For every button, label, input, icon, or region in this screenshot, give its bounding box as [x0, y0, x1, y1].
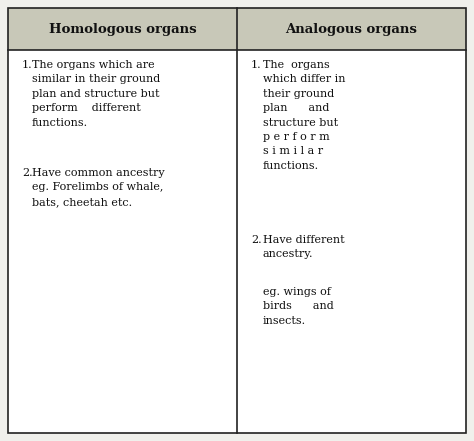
Text: 1.: 1. — [22, 60, 33, 70]
Text: Homologous organs: Homologous organs — [49, 22, 196, 35]
Bar — [8, 8, 237, 50]
Text: 2.: 2. — [22, 168, 33, 178]
Text: The organs which are
similar in their ground
plan and structure but
perform    d: The organs which are similar in their gr… — [32, 60, 160, 127]
Text: The  organs
which differ in
their ground
plan      and
structure but
p e r f o r: The organs which differ in their ground … — [263, 60, 346, 171]
Text: Have different
ancestry.: Have different ancestry. — [263, 235, 345, 259]
Bar — [237, 8, 466, 50]
Text: Analogous organs: Analogous organs — [285, 22, 418, 35]
Text: 1.: 1. — [251, 60, 262, 70]
Bar — [8, 50, 237, 433]
Text: 2.: 2. — [251, 235, 262, 245]
Text: Have common ancestry
eg. Forelimbs of whale,
bats, cheetah etc.: Have common ancestry eg. Forelimbs of wh… — [32, 168, 164, 207]
Text: eg. wings of
birds      and
insects.: eg. wings of birds and insects. — [263, 287, 334, 326]
Bar — [237, 50, 466, 433]
